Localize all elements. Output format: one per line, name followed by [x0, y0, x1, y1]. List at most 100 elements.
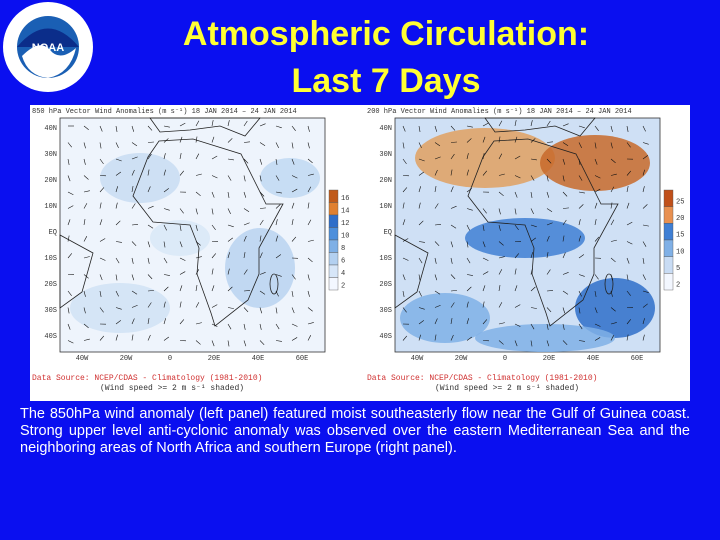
wind-vector [578, 204, 584, 209]
wind-vector [594, 175, 601, 179]
wind-vector [131, 156, 138, 160]
wind-vector [115, 241, 122, 243]
wind-vector [147, 169, 150, 176]
colorbar-label: 5 [676, 265, 680, 273]
wind-vector [291, 158, 295, 165]
wind-vector [514, 253, 520, 259]
wind-vector [195, 173, 202, 176]
wind-vector [514, 136, 518, 143]
colorbar-label: 4 [341, 270, 345, 278]
wind-vector [291, 274, 296, 280]
wind-vector [307, 125, 310, 132]
wind-vector [546, 222, 553, 226]
wind-vector [562, 175, 565, 182]
wind-vector [307, 202, 310, 209]
wind-vector [498, 256, 505, 259]
wind-vector [466, 153, 469, 160]
colorbar-label: 25 [676, 198, 684, 206]
wind-vector [546, 340, 550, 347]
colorbar-label: 2 [341, 283, 345, 291]
wind-vector [402, 290, 405, 297]
wind-vector [275, 323, 280, 330]
wind-vector [291, 337, 298, 341]
wind-vector [610, 158, 616, 164]
wind-vector [307, 257, 313, 263]
wind-vector [594, 125, 599, 131]
wind-vector [99, 125, 103, 132]
wind-vector [211, 253, 217, 259]
wind-vector [259, 290, 266, 295]
land [394, 117, 619, 327]
lat-label: EQ [49, 229, 57, 237]
wind-vector [227, 268, 230, 275]
wind-vector [594, 236, 600, 242]
wind-vector [211, 268, 214, 275]
wind-vector [578, 340, 585, 342]
wind-vector [418, 274, 421, 281]
wind-vector [514, 304, 521, 308]
map-panel: 200 hPa Vector Wind Anomalies (m s⁻¹) 18… [367, 108, 684, 393]
wind-vector [211, 120, 214, 127]
wind-vector [227, 286, 233, 292]
panel-title: 200 hPa Vector Wind Anomalies (m s⁻¹) 18… [367, 108, 632, 116]
wind-vector [594, 202, 598, 209]
wind-vector [562, 323, 565, 330]
colorbar-label: 6 [341, 258, 345, 266]
wind-vector [578, 191, 585, 194]
wind-vector [259, 175, 262, 182]
wind-vector [546, 323, 549, 330]
wind-vector [498, 340, 504, 345]
coastline [132, 138, 284, 327]
wind-vector [562, 272, 569, 275]
wind-vector [610, 186, 615, 193]
wind-vector [179, 153, 182, 160]
wind-vector [83, 125, 89, 130]
wind-vector [530, 208, 534, 215]
wind-vector [514, 268, 517, 275]
colorbar-swatch [663, 189, 674, 207]
wind-vector [530, 252, 533, 259]
lat-label: 10N [379, 203, 392, 211]
wind-vector [594, 142, 597, 149]
wind-vector [482, 122, 489, 127]
wind-vector [307, 239, 314, 242]
wind-vector [115, 257, 120, 264]
wind-vector [163, 208, 170, 211]
wind-vector [450, 186, 454, 193]
wind-vector [147, 257, 150, 264]
wind-vector [626, 202, 630, 209]
wind-vector [83, 274, 89, 279]
wind-vector [211, 224, 216, 230]
wind-vector [498, 224, 501, 231]
wind-vector [402, 307, 407, 313]
wind-vector [179, 301, 182, 308]
wind-vector [291, 236, 297, 242]
wind-vector [562, 123, 569, 127]
wind-vector [450, 334, 454, 341]
wind-vector [275, 340, 282, 342]
wind-vector [99, 142, 102, 149]
wind-vector [482, 319, 488, 325]
wind-vector [498, 208, 501, 215]
wind-vector [179, 224, 182, 231]
wind-vector [626, 274, 629, 281]
wind-vector [211, 191, 215, 198]
wind-vector [163, 286, 169, 292]
wind-vector [243, 175, 246, 182]
wind-vector [578, 307, 581, 314]
wind-vector [418, 125, 421, 132]
colorbar-swatch [663, 206, 674, 224]
wind-vector [243, 141, 250, 143]
colorbar-swatch [328, 202, 339, 216]
wind-vector [147, 186, 151, 193]
wind-vector [275, 175, 280, 181]
colorbar-label: 16 [341, 195, 349, 203]
wind-vector [626, 257, 630, 264]
wind-vector [418, 186, 421, 193]
wind-vector [402, 238, 409, 242]
wind-vector [626, 125, 629, 132]
wind-vector [67, 290, 72, 296]
wind-vector [227, 138, 233, 143]
colorbar-swatch [328, 264, 339, 278]
wind-vector [259, 219, 264, 226]
